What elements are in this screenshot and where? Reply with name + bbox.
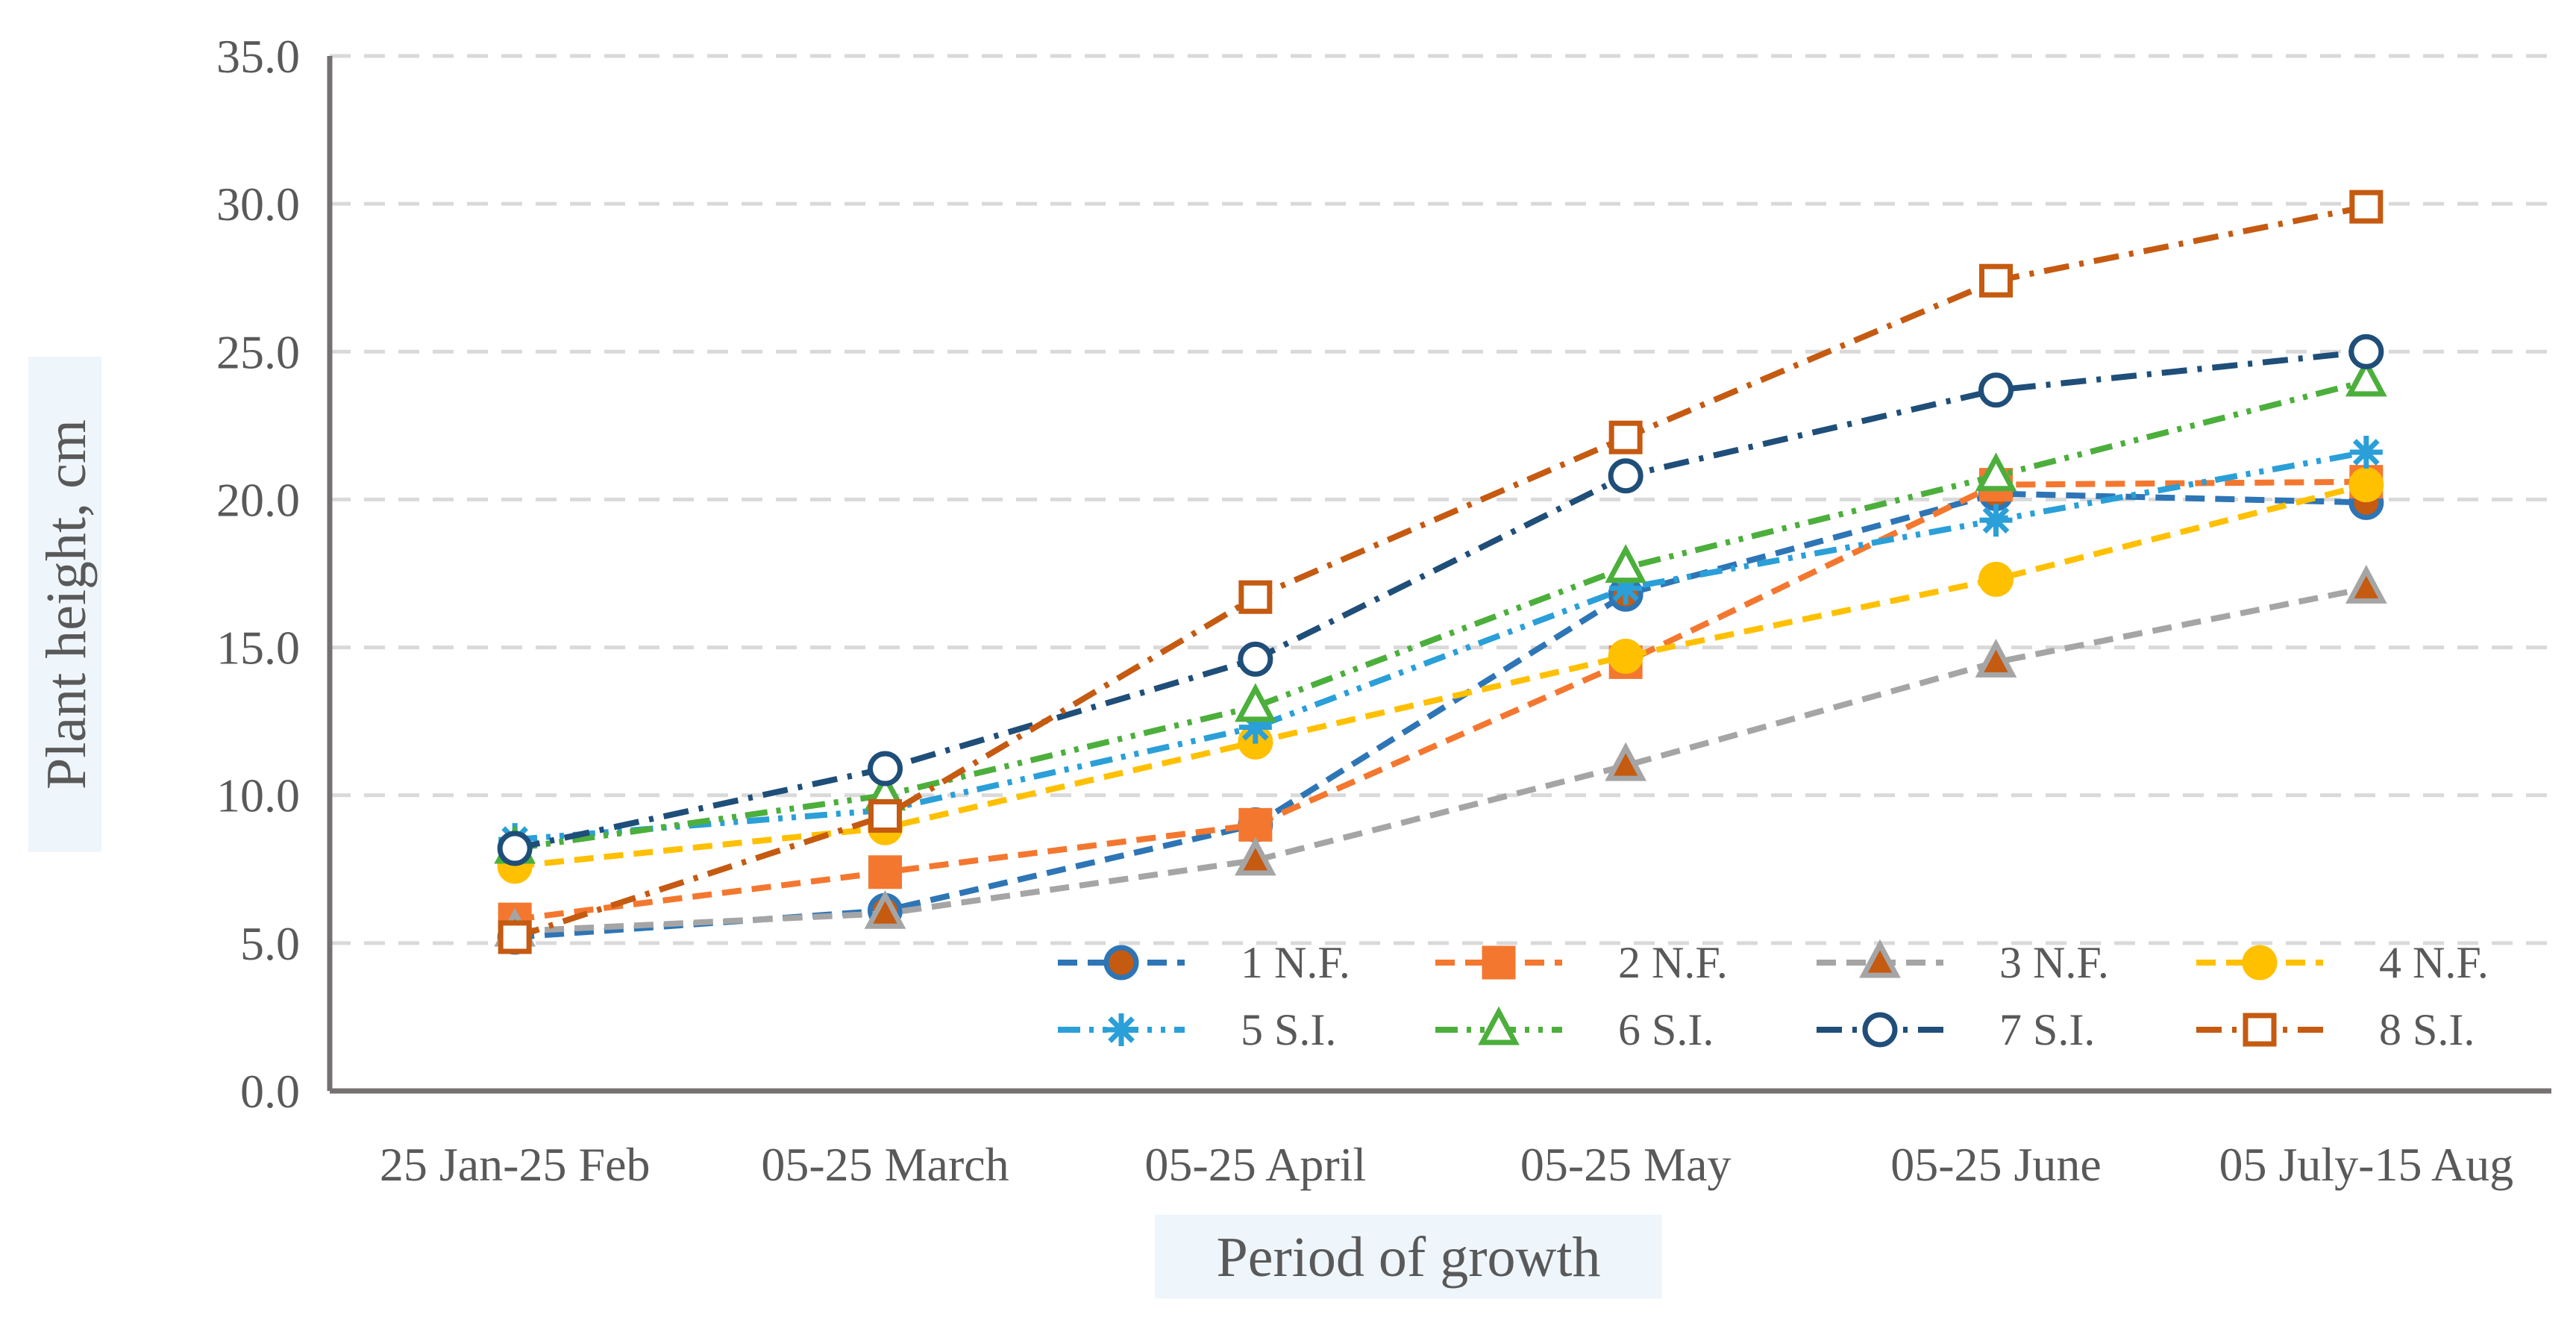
gridlines bbox=[330, 54, 2551, 945]
x-tick-label: 05-25 April bbox=[1144, 1138, 1366, 1191]
legend-label: 7 S.I. bbox=[1999, 1005, 2095, 1054]
series-line bbox=[514, 478, 2366, 923]
data-point bbox=[1608, 638, 1643, 674]
x-tick-label: 05-25 March bbox=[761, 1138, 1009, 1191]
legend-item: 4 N.F. bbox=[2196, 938, 2489, 987]
data-point bbox=[1608, 458, 1643, 494]
legend-swatch-marker bbox=[1862, 1012, 1898, 1048]
legend-label: 4 N.F. bbox=[2379, 938, 2489, 987]
data-point bbox=[1238, 807, 1273, 842]
legend-label: 8 S.I. bbox=[2379, 1005, 2475, 1054]
legend-swatch-marker bbox=[1105, 1013, 1138, 1046]
y-tick-label: 0.0 bbox=[240, 1065, 300, 1118]
data-point bbox=[1238, 710, 1272, 744]
data-point bbox=[868, 855, 902, 889]
legend-label: 1 N.F. bbox=[1241, 938, 1350, 987]
series-line bbox=[514, 585, 2367, 935]
legend-swatch-marker bbox=[1478, 1006, 1520, 1045]
data-point bbox=[868, 798, 902, 833]
legend-item: 6 S.I. bbox=[1435, 1005, 1714, 1054]
data-point bbox=[1979, 263, 2013, 298]
x-tick-labels: 25 Jan-25 Feb 05-25 March 05-25 April 05-25… bbox=[380, 1138, 2513, 1191]
series-line bbox=[513, 204, 2367, 940]
legend-label: 2 N.F. bbox=[1618, 938, 1728, 987]
y-tick-label: 30.0 bbox=[216, 178, 300, 231]
legend-item: 1 N.F. bbox=[1058, 938, 1350, 987]
legend-label: 6 S.I. bbox=[1618, 1005, 1714, 1054]
y-axis-title: Plant height, cm bbox=[35, 419, 98, 789]
data-point bbox=[1234, 683, 1276, 722]
y-axis-title-box bbox=[28, 357, 101, 852]
y-tick-label: 15.0 bbox=[216, 622, 300, 675]
series-line bbox=[514, 348, 2367, 851]
data-point bbox=[1609, 572, 1643, 605]
data-point bbox=[1975, 452, 2017, 492]
data-point bbox=[2345, 564, 2387, 604]
x-axis-title-box bbox=[1155, 1215, 1662, 1298]
data-point bbox=[1234, 836, 1276, 876]
data-point bbox=[497, 831, 533, 866]
series-3 bbox=[494, 564, 2387, 947]
series-line bbox=[514, 490, 2366, 940]
legend-label: 3 N.F. bbox=[1999, 938, 2109, 987]
series-layer bbox=[494, 190, 2387, 955]
data-point bbox=[2348, 467, 2384, 503]
data-point bbox=[2348, 334, 2384, 369]
y-tick-label: 5.0 bbox=[240, 917, 300, 970]
data-point bbox=[1978, 372, 2014, 408]
y-tick-label: 10.0 bbox=[216, 769, 300, 822]
y-axis-title-group: Plant height, cm bbox=[28, 357, 101, 852]
y-tick-label: 35.0 bbox=[216, 30, 300, 83]
data-point bbox=[1975, 638, 2017, 678]
data-point bbox=[2349, 190, 2384, 224]
legend-item: 7 S.I. bbox=[1817, 1005, 2095, 1054]
x-tick-label: 05 July-15 Aug bbox=[2219, 1138, 2513, 1191]
x-tick-label: 05-25 June bbox=[1890, 1138, 2102, 1191]
y-tick-label: 25.0 bbox=[216, 325, 300, 378]
legend: 1 N.F. 2 N.F. 3 N.F. 4 N.F. 5 S.I. 6 S.I. 7 S.… bbox=[1058, 938, 2489, 1054]
legend-swatch-marker bbox=[2243, 1013, 2277, 1047]
legend-item: 2 N.F. bbox=[1435, 938, 1728, 987]
data-point bbox=[1238, 641, 1273, 677]
x-axis-title: Period of growth bbox=[1216, 1226, 1600, 1289]
y-tick-labels: 0.0 5.0 10.0 15.0 20.0 25.0 30.0 35.0 bbox=[216, 30, 300, 1118]
legend-item: 8 S.I. bbox=[2196, 1005, 2475, 1054]
data-point bbox=[2345, 357, 2387, 397]
data-point bbox=[1605, 544, 1647, 584]
x-axis-title-group: Period of growth bbox=[1155, 1215, 1662, 1298]
data-point bbox=[1979, 504, 2013, 537]
data-point bbox=[1238, 580, 1273, 614]
data-point bbox=[864, 889, 906, 929]
legend-swatch-marker bbox=[1103, 945, 1139, 981]
legend-item: 5 S.I. bbox=[1058, 1005, 1336, 1054]
data-point bbox=[2349, 436, 2383, 469]
data-point bbox=[498, 920, 532, 954]
series-8 bbox=[498, 190, 2384, 954]
legend-swatch-marker bbox=[1482, 945, 1516, 980]
data-point bbox=[1608, 420, 1643, 454]
series-6 bbox=[494, 357, 2387, 864]
series-7 bbox=[497, 334, 2384, 866]
data-point bbox=[1978, 561, 2014, 597]
legend-label: 5 S.I. bbox=[1241, 1005, 1336, 1054]
legend-item: 3 N.F. bbox=[1817, 938, 2109, 987]
y-tick-label: 20.0 bbox=[216, 473, 300, 526]
series-1 bbox=[497, 476, 2384, 955]
legend-swatch-marker bbox=[2242, 945, 2278, 981]
series-line bbox=[514, 378, 2367, 852]
x-tick-label: 25 Jan-25 Feb bbox=[380, 1138, 651, 1191]
data-point bbox=[1605, 742, 1647, 781]
x-tick-label: 05-25 May bbox=[1520, 1138, 1732, 1191]
legend-swatch-marker bbox=[1859, 939, 1901, 978]
series-line bbox=[514, 449, 2367, 843]
axes bbox=[327, 56, 2551, 1094]
data-point bbox=[868, 751, 903, 786]
